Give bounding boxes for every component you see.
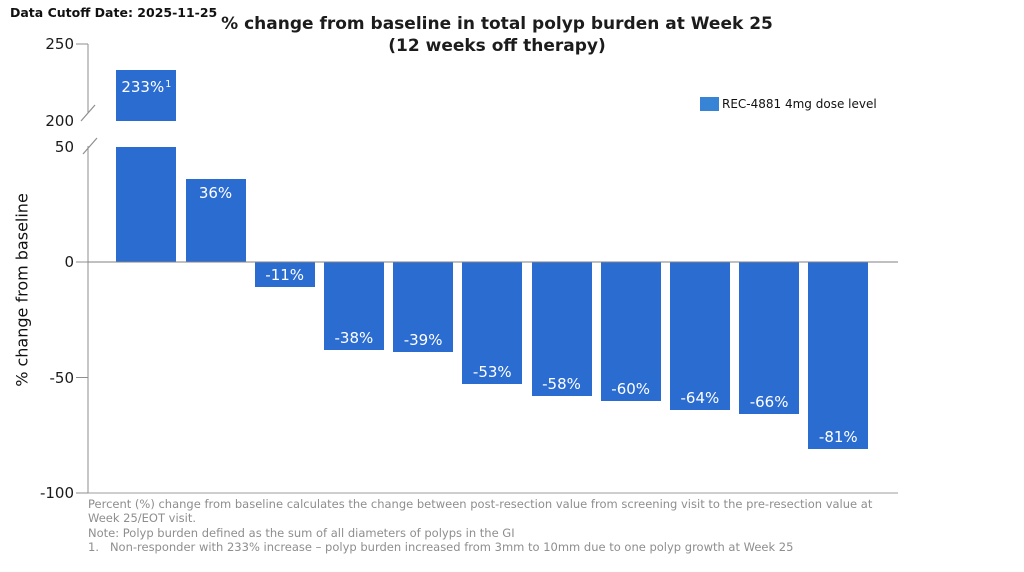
y-tick-label: 50 [54,137,74,156]
bar [116,70,177,121]
bar [185,178,246,262]
y-tick-label: 250 [45,35,74,53]
bar-value-label: -66% [749,393,789,412]
footnote-line: Week 25/EOT visit. [88,511,197,526]
y-tick-label: -50 [49,368,75,387]
bar-value-label: -38% [334,328,374,347]
axis-break-slash-lower [82,137,98,155]
bar [739,262,800,415]
bar [116,146,177,262]
data-cutoff-date: Data Cutoff Date: 2025-11-25 [10,5,218,20]
chart-title-line1: % change from baseline in total polyp bu… [221,14,773,34]
legend-swatch-icon [700,97,719,111]
y-tick-label: 200 [45,112,74,130]
bar-value-label: -39% [403,331,443,350]
legend-label: REC-4881 4mg dose level [722,97,877,111]
footnote-line: 1. Non-responder with 233% increase – po… [88,539,794,554]
bar-value-label: -64% [680,388,720,407]
bar-value-label: -11% [265,266,305,285]
bar [254,262,315,288]
bar [531,262,592,396]
footnotes: Percent (%) change from baseline calcula… [88,497,872,554]
bar-value-label: -53% [472,363,512,382]
bar [323,262,384,350]
bar-value-label: -58% [542,374,581,393]
axis-break-slash-upper [80,104,96,122]
bar [669,262,730,410]
bar [600,262,661,401]
chart-title-line2: (12 weeks off therapy) [388,36,606,56]
bar-value-label: -81% [818,428,858,447]
chart-title: % change from baseline in total polyp bu… [0,13,994,57]
footnote-line: Note: Polyp burden defined as the sum of… [88,525,515,540]
legend: REC-4881 4mg dose level [700,96,877,112]
bar-value-label: 233%1 [121,78,172,97]
bar [462,262,523,385]
bar-label-superscript: 1 [165,79,172,91]
bar [808,262,869,450]
bar-value-label: 36% [198,183,233,202]
bar-value-label: -60% [611,379,651,398]
footnote-line: Percent (%) change from baseline calcula… [88,497,873,511]
bar [393,262,454,353]
y-tick-label: -100 [39,484,74,502]
y-tick-label: 0 [64,253,74,271]
